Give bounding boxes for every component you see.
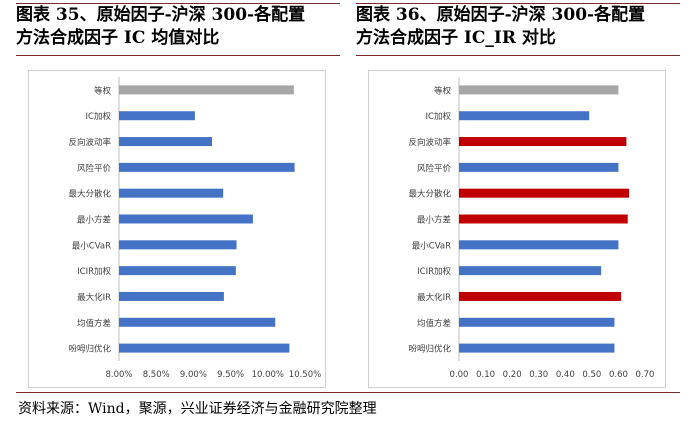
- x-tick-label: 10.50%: [289, 370, 321, 380]
- x-tick-label: 9.00%: [180, 370, 207, 380]
- x-tick-label: 0.40: [556, 370, 575, 380]
- bar: [459, 162, 619, 172]
- x-tick-label: 0.50: [582, 370, 601, 380]
- category-label: ICIR加权: [77, 266, 111, 277]
- x-tick-label: 10.00%: [252, 370, 284, 380]
- x-tick-label: 8.00%: [105, 370, 132, 380]
- chart-frame-ic: 等权 IC加权反向波动率风险平价最大分散化最小方差最小CVaR ICIR加权 最大化I…: [28, 70, 326, 388]
- bar: [119, 162, 295, 172]
- category-label: 反向波动率: [408, 137, 451, 148]
- chart-title-line2: 方法合成因子 IC 均值对比: [16, 28, 220, 48]
- title-top-rule: [16, 3, 340, 4]
- x-tick-label: 0.70: [636, 370, 655, 380]
- category-label: IC加权: [86, 111, 112, 122]
- source-rule: [16, 392, 680, 393]
- category-label: 最大化IR: [77, 292, 111, 303]
- bar: [459, 266, 602, 276]
- category-label: 风险平价: [417, 163, 452, 174]
- category-label: IC加权: [426, 111, 452, 122]
- bar: [119, 188, 224, 198]
- x-tick-label: 8.50%: [143, 370, 170, 380]
- title-bottom-rule: [16, 55, 340, 56]
- x-tick-label: 0.00: [450, 370, 469, 380]
- bar: [119, 240, 237, 250]
- category-label: 风险平价: [77, 163, 112, 174]
- chart-frame-icir: 等权 IC加权反向波动率风险平价最大分散化最小方差最小CVaR ICIR加权 最大化I…: [368, 70, 666, 388]
- title-bottom-rule: [356, 55, 680, 56]
- chart-panel-icir: 图表 36、原始因子-沪深 300-各配置 方法合成因子 IC_IR 对比 等权…: [350, 0, 690, 390]
- bar: [119, 291, 224, 301]
- bar: [459, 343, 615, 353]
- category-label: 最小CVaR: [72, 240, 111, 251]
- bar: [459, 214, 628, 224]
- chart-title-line1: 图表 35、原始因子-沪深 300-各配置: [16, 5, 306, 25]
- bar: [459, 188, 630, 198]
- category-label: 反向波动率: [68, 137, 111, 148]
- chart-title-line2: 方法合成因子 IC_IR 对比: [356, 28, 556, 48]
- x-tick-label: 0.30: [529, 370, 548, 380]
- category-label: 均值方差: [417, 318, 451, 329]
- x-tick-label: 9.50%: [217, 370, 244, 380]
- chart-title-ic: 图表 35、原始因子-沪深 300-各配置 方法合成因子 IC 均值对比: [16, 4, 346, 50]
- title-top-rule: [356, 3, 680, 4]
- bar: [119, 85, 294, 95]
- chart-panel-ic: 图表 35、原始因子-沪深 300-各配置 方法合成因子 IC 均值对比 等权 I…: [10, 0, 350, 390]
- category-label: 等权: [434, 85, 452, 96]
- category-label: 最大分散化: [68, 189, 111, 200]
- x-tick-label: 0.60: [609, 370, 628, 380]
- category-label: 最小方差: [77, 215, 111, 226]
- bar: [119, 111, 195, 121]
- bar: [459, 111, 590, 121]
- category-label: ICIR加权: [417, 266, 451, 277]
- bar: [459, 137, 627, 147]
- category-label: 吩呣归优化: [68, 344, 111, 355]
- bar: [119, 214, 253, 224]
- bar: [119, 266, 236, 276]
- bar: [459, 291, 622, 301]
- bar: [459, 240, 619, 250]
- category-label: 吩呣归优化: [408, 344, 451, 355]
- category-label: 均值方差: [77, 318, 111, 329]
- bar: [119, 317, 276, 327]
- bar: [119, 343, 290, 353]
- chart-title-line1: 图表 36、原始因子-沪深 300-各配置: [356, 5, 646, 25]
- category-label: 最大分散化: [408, 189, 451, 200]
- category-label: 最大化IR: [417, 292, 451, 303]
- source-note: 资料来源：Wind，聚源，兴业证券经济与金融研究院整理: [18, 401, 377, 417]
- x-tick-label: 0.20: [503, 370, 522, 380]
- x-tick-label: 0.10: [476, 370, 495, 380]
- chart-title-icir: 图表 36、原始因子-沪深 300-各配置 方法合成因子 IC_IR 对比: [356, 4, 686, 50]
- category-label: 最小方差: [417, 215, 451, 226]
- bar: [459, 85, 619, 95]
- bar: [459, 317, 615, 327]
- category-label: 等权: [94, 85, 112, 96]
- bar: [119, 137, 212, 147]
- category-label: 最小CVaR: [412, 240, 451, 251]
